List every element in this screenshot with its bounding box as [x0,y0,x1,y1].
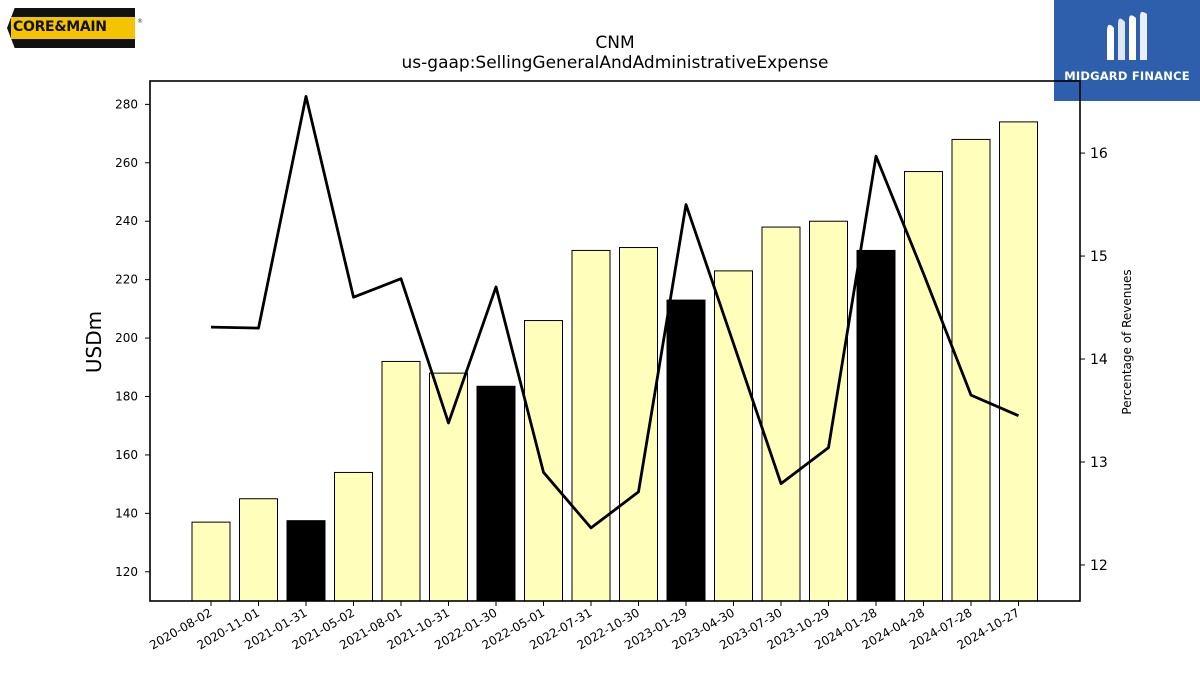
y2-tick-label: 13 [1090,455,1108,471]
y-tick-label: 120 [115,565,138,579]
midgard-logo-text: MIDGARD FINANCE [1064,69,1190,83]
y-tick-label: 160 [115,448,138,462]
core-and-main-logo: CORE&MAIN ® [7,8,143,50]
bar [571,249,611,602]
bar [904,171,943,602]
bar [239,498,278,602]
midgard-finance-logo: MIDGARD FINANCE [1054,0,1200,101]
bar [809,220,848,602]
bar [714,270,753,602]
y2-tick-label: 12 [1090,558,1108,574]
registered-mark: ® [137,18,143,25]
y-tick-label: 180 [115,390,138,404]
bar [999,121,1038,602]
bar [619,247,658,602]
y-tick-label: 140 [115,506,138,520]
bar [476,385,516,602]
bar [381,360,421,602]
bar [334,471,373,602]
bar [951,138,991,602]
bar [429,372,468,602]
bar [856,249,896,602]
bar [666,299,706,602]
y-tick-label: 220 [115,273,138,287]
y2-tick-label: 14 [1090,352,1108,368]
logo-band [11,17,135,39]
bar [191,521,231,602]
y2-tick-label: 16 [1090,146,1108,162]
line-series [210,95,1020,530]
bar-series [191,121,1038,602]
midgard-m-icon [1107,11,1147,61]
logo-text: CORE&MAIN [13,19,107,35]
chart-subtitle: us-gaap:SellingGeneralAndAdministrativeE… [402,53,829,73]
bar [524,320,563,602]
y-tick-label: 200 [115,331,138,345]
y2-tick-label: 15 [1090,249,1108,265]
y-axis-label: USDm [82,311,106,373]
chart-title: CNM [595,33,634,53]
y2-axis-label: Percentage of Revenues [1120,269,1134,414]
bar [761,226,801,602]
y-tick-label: 240 [115,214,138,228]
percentage-line [210,95,1020,530]
bar [286,520,326,602]
y-tick-label: 280 [115,97,138,111]
plot-frame [149,80,1081,602]
y-tick-label: 260 [115,156,138,170]
